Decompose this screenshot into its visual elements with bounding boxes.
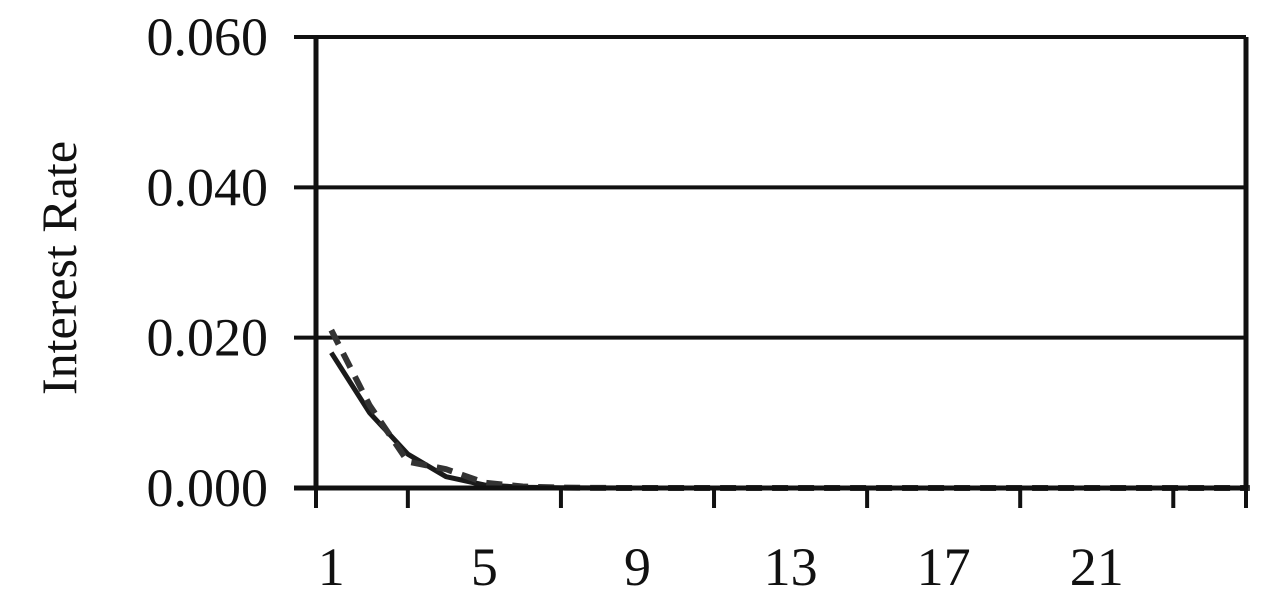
tick-labels: 0.000 0.020 0.040 0.060 1 5 9 13 17 21 xyxy=(147,7,1124,597)
axes xyxy=(294,35,1249,508)
y-tick-label: 0.020 xyxy=(147,308,269,368)
x-tick-label: 13 xyxy=(764,537,818,597)
series-line-dashed xyxy=(328,328,1250,491)
x-tick-label: 9 xyxy=(624,537,651,597)
x-tick-label: 21 xyxy=(1070,537,1124,597)
x-tick-label: 17 xyxy=(917,537,971,597)
y-tick-label: 0.040 xyxy=(147,157,269,217)
x-tick-label: 1 xyxy=(318,537,345,597)
y-tick-label: 0.000 xyxy=(147,458,269,518)
series-lines xyxy=(328,328,1250,491)
gridlines xyxy=(316,35,1246,340)
series-line-solid xyxy=(329,351,1250,491)
x-tick-label: 5 xyxy=(471,537,498,597)
y-axis-label: Interest Rate xyxy=(31,141,87,395)
y-tick-label: 0.060 xyxy=(147,7,269,67)
